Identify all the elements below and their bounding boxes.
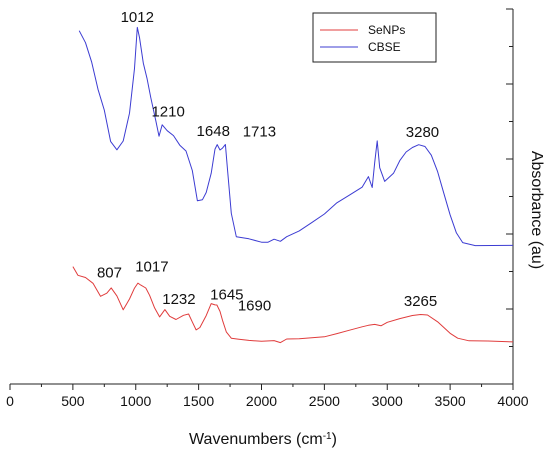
- x-tick-label: 1500: [183, 393, 214, 409]
- peak-label-1648: 1648: [197, 123, 230, 140]
- peak-label-1017: 1017: [135, 258, 168, 275]
- peak-label-1232: 1232: [162, 291, 195, 308]
- legend-label-cbse: CBSE: [368, 40, 401, 54]
- x-tick-label: 4000: [497, 393, 528, 409]
- peak-label-1713: 1713: [243, 123, 276, 140]
- peak-label-1012: 1012: [121, 9, 154, 26]
- x-tick-label: 0: [6, 393, 14, 409]
- peak-label-1645: 1645: [210, 286, 243, 303]
- x-tick-label: 2500: [309, 393, 340, 409]
- peak-label-1210: 1210: [151, 103, 184, 120]
- legend-box: [312, 12, 437, 63]
- x-tick-label: 3000: [372, 393, 403, 409]
- legend: SeNPs CBSE: [312, 12, 437, 63]
- x-axis-title: Wavenumbers (cm-1): [189, 431, 337, 449]
- x-tick-label: 500: [61, 393, 85, 409]
- peak-label-3280: 3280: [406, 124, 439, 141]
- peak-label-1690: 1690: [238, 297, 271, 314]
- legend-label-senps: SeNPs: [368, 23, 405, 37]
- x-tick-label: 3500: [435, 393, 466, 409]
- y-axis-title: Absorbance (au): [528, 151, 545, 269]
- series-layer: [72, 26, 514, 344]
- series-line-cbse: [78, 26, 514, 247]
- x-tick-label: 1000: [120, 393, 151, 409]
- axes: 0 500 1000 1500 2000 2500 3000 3500 4000: [6, 8, 529, 409]
- peak-label-3265: 3265: [404, 293, 437, 310]
- peak-label-807: 807: [97, 265, 122, 282]
- series-line-senps: [72, 266, 514, 344]
- x-tick-label: 2000: [246, 393, 277, 409]
